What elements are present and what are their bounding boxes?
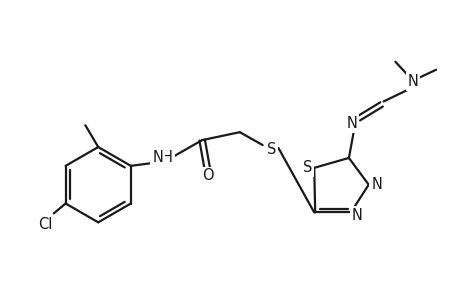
Text: H: H xyxy=(162,150,173,165)
Text: N: N xyxy=(351,208,362,223)
Text: N: N xyxy=(346,116,357,131)
Text: S: S xyxy=(302,160,311,175)
Text: S: S xyxy=(266,142,275,158)
Text: N: N xyxy=(370,177,381,192)
Text: Cl: Cl xyxy=(39,217,53,232)
Text: N: N xyxy=(152,150,162,165)
Text: N: N xyxy=(407,74,418,89)
Text: O: O xyxy=(202,168,213,183)
